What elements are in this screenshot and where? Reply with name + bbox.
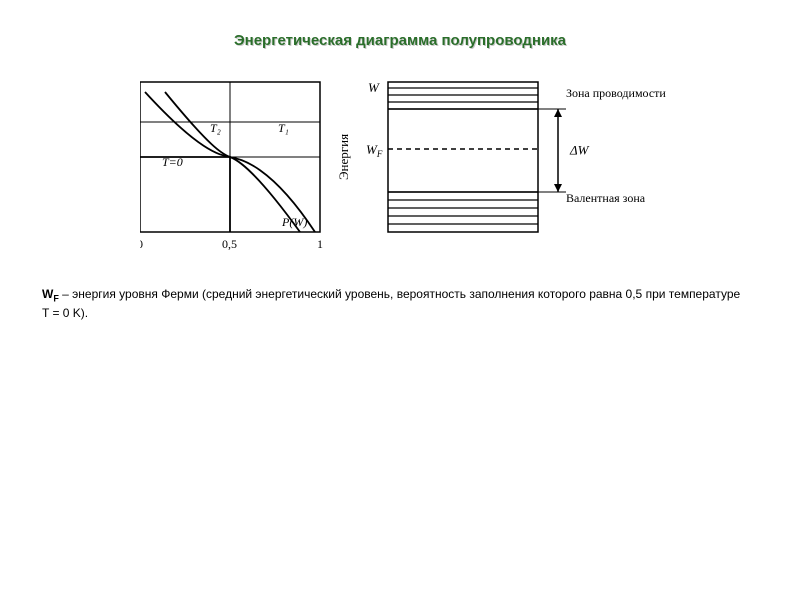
svg-text:P(W): P(W) [281, 215, 307, 229]
left-graph: T₂ T₁ T=0 P(W) 0 0,5 1 [140, 82, 323, 251]
caption: WF – энергия уровня Ферми (средний энерг… [42, 286, 742, 322]
diagram-container: T₂ T₁ T=0 P(W) 0 0,5 1 W WF Энергия Зона проводим… [140, 72, 700, 252]
svg-text:Зона проводимости: Зона проводимости [566, 86, 666, 100]
caption-text: – энергия уровня Ферми (средний энергети… [42, 287, 740, 320]
page-title: Энергетическая диаграмма полупроводника [0, 32, 800, 49]
caption-wf: WF [42, 287, 59, 301]
svg-text:0,5: 0,5 [222, 237, 237, 251]
svg-text:T₂: T₂ [210, 121, 221, 135]
svg-text:Энергия: Энергия [336, 134, 351, 180]
svg-text:1: 1 [317, 237, 323, 251]
svg-text:ΔW: ΔW [569, 143, 590, 158]
svg-text:Валентная зона: Валентная зона [566, 191, 646, 205]
right-diagram: W WF Энергия Зона проводимости Валентная зон… [336, 80, 666, 232]
svg-text:T₁: T₁ [278, 121, 289, 135]
svg-text:T=0: T=0 [162, 155, 183, 169]
svg-text:W: W [368, 80, 380, 95]
svg-text:WF: WF [366, 142, 383, 159]
diagram-svg: T₂ T₁ T=0 P(W) 0 0,5 1 W WF Энергия Зона проводим… [140, 72, 700, 252]
svg-text:0: 0 [140, 237, 143, 251]
